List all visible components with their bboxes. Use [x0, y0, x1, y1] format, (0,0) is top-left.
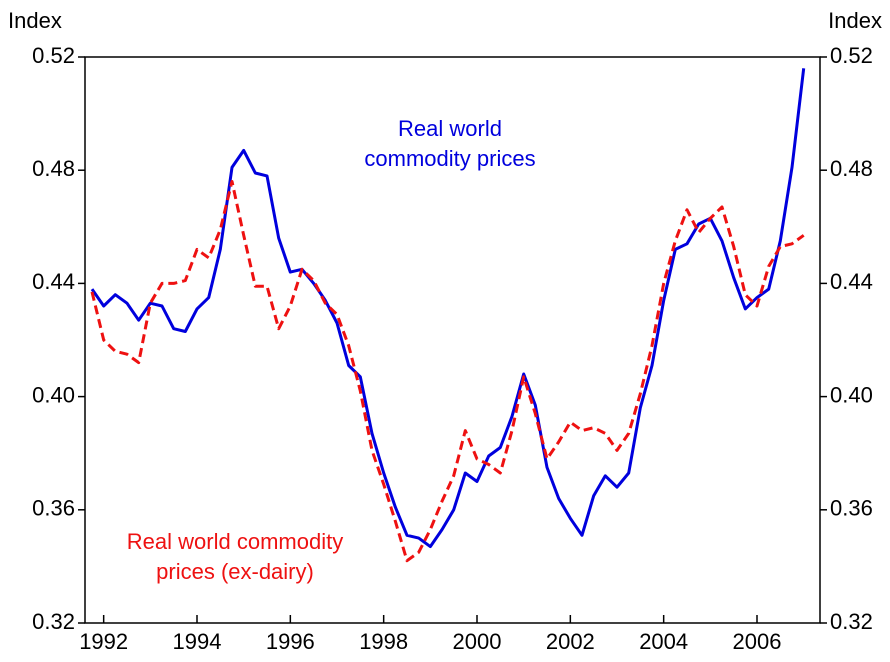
y2-tick-label: 0.44 — [830, 269, 873, 294]
y2-tick-label: 0.32 — [830, 609, 873, 634]
x-tick-label: 2004 — [639, 629, 688, 654]
y2-tick-label: 0.52 — [830, 43, 873, 68]
y-tick-label: 0.36 — [32, 496, 75, 521]
series-annotation: Real world commodity — [127, 529, 343, 554]
series-annotation: Real world — [398, 116, 502, 141]
y2-tick-label: 0.36 — [830, 496, 873, 521]
plot-frame — [84, 56, 821, 624]
y-tick-label: 0.32 — [32, 609, 75, 634]
x-tick-label: 2006 — [733, 629, 782, 654]
y-tick-label: 0.44 — [32, 269, 75, 294]
y-axis-label: Index — [8, 8, 62, 33]
series-annotation: commodity prices — [364, 146, 535, 171]
x-tick-label: 1996 — [266, 629, 315, 654]
y2-tick-label: 0.48 — [830, 156, 873, 181]
x-tick-label: 1998 — [359, 629, 408, 654]
y2-tick-label: 0.40 — [830, 382, 873, 407]
x-tick-label: 2000 — [453, 629, 502, 654]
series-line — [90, 180, 805, 563]
x-tick-label: 1994 — [173, 629, 222, 654]
y-tick-label: 0.40 — [32, 382, 75, 407]
y2-axis-label: Index — [828, 8, 882, 33]
series-annotation: prices (ex-dairy) — [156, 559, 314, 584]
x-tick-label: 2002 — [546, 629, 595, 654]
x-tick-label: 1992 — [79, 629, 128, 654]
y-tick-label: 0.52 — [32, 43, 75, 68]
series-line — [90, 68, 806, 549]
y-tick-label: 0.48 — [32, 156, 75, 181]
